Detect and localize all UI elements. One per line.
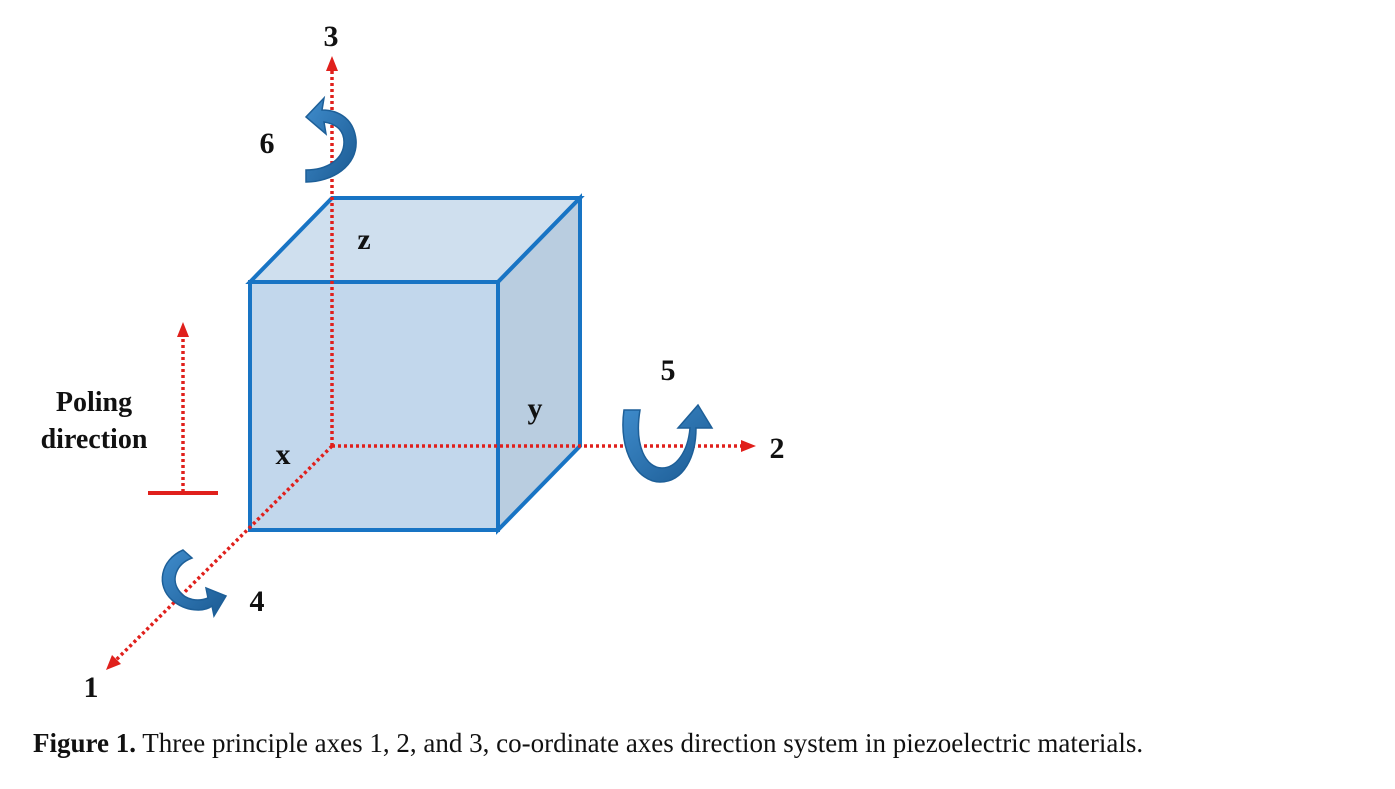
axis-2-arrowhead-icon — [741, 440, 756, 452]
axis-2-label: 2 — [770, 432, 785, 465]
axis-arrowheads — [106, 56, 756, 670]
rotation-5-curved-arrow-icon — [622, 403, 714, 483]
face-x-label: x — [276, 438, 291, 471]
poling-label-line2: direction — [41, 424, 148, 455]
poling-arrowhead-icon — [177, 322, 189, 337]
axis-1-line — [114, 444, 334, 662]
caption-label: Figure 1. — [33, 728, 136, 758]
axis-3-label: 3 — [324, 20, 339, 53]
poling-label-line1: Poling — [56, 387, 132, 418]
axis-1-label: 1 — [84, 671, 99, 704]
cube — [245, 193, 585, 535]
axis-3-arrowhead-icon — [326, 56, 338, 71]
axes — [114, 70, 742, 662]
axis-1-arrowhead-icon — [106, 655, 121, 670]
rotation-6-curved-arrow-icon — [304, 95, 357, 183]
face-z-label: z — [357, 223, 370, 256]
face-y-label: y — [528, 392, 543, 425]
rotation-6-label: 6 — [260, 127, 275, 160]
figure-caption: Figure 1. Three principle axes 1, 2, and… — [33, 728, 1373, 768]
rotation-4-curved-arrow-icon — [161, 549, 228, 619]
rotation-5-label: 5 — [661, 354, 676, 387]
caption-text: Three principle axes 1, 2, and 3, co-ord… — [142, 728, 1144, 758]
rotation-4-label: 4 — [250, 585, 265, 618]
cube-front-face — [248, 280, 500, 532]
